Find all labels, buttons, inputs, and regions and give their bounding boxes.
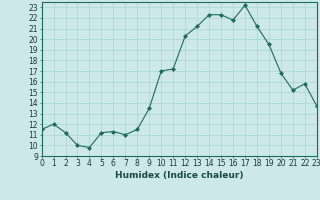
X-axis label: Humidex (Indice chaleur): Humidex (Indice chaleur) xyxy=(115,171,244,180)
